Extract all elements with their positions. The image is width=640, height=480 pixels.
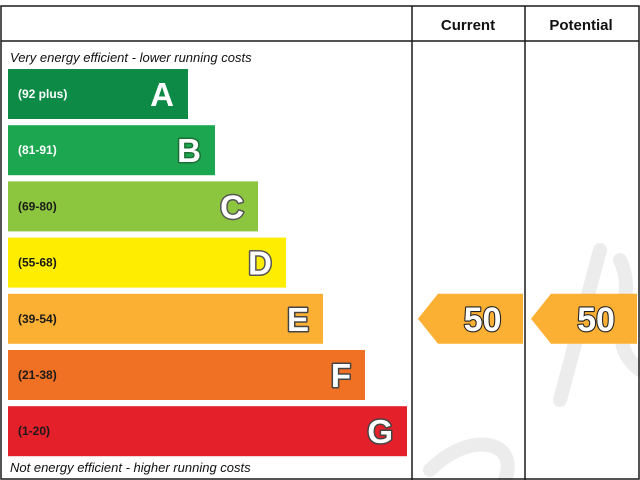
band-range-label: (21-38) xyxy=(18,368,57,382)
column-header-current: Current xyxy=(441,17,495,34)
band-range-label: (69-80) xyxy=(18,199,57,213)
band-letter: A xyxy=(150,76,174,113)
band-bar-f xyxy=(8,350,365,400)
band-range-label: (39-54) xyxy=(18,312,57,326)
band-bar-c xyxy=(8,181,258,232)
band-c: (69-80) C xyxy=(8,181,258,232)
band-letter: C xyxy=(220,188,244,225)
band-bar-b xyxy=(8,125,215,176)
band-range-label: (92 plus) xyxy=(18,87,67,101)
potential-rating: 50 xyxy=(531,293,637,344)
watermark xyxy=(423,243,640,480)
band-bar-d xyxy=(8,237,286,288)
band-letter: D xyxy=(248,245,272,282)
potential-rating-value: 50 xyxy=(577,301,615,339)
column-header-potential: Potential xyxy=(549,17,612,34)
band-bar-a xyxy=(8,69,188,119)
current-rating: 50 xyxy=(418,293,523,344)
band-range-label: (1-20) xyxy=(18,424,50,438)
band-e: (39-54) E xyxy=(8,293,323,344)
rating-bands: (92 plus) A (81-91) B (69-80) C (55-68) D (39-54… xyxy=(8,69,407,457)
band-bar-g xyxy=(8,406,407,457)
band-range-label: (81-91) xyxy=(18,143,57,157)
current-rating-value: 50 xyxy=(464,301,502,339)
top-caption: Very energy efficient - lower running co… xyxy=(10,50,252,65)
chart-frame xyxy=(0,5,640,480)
band-range-label: (55-68) xyxy=(18,256,57,270)
band-g: (1-20) G xyxy=(8,406,407,457)
current-rating-arrow xyxy=(418,293,523,344)
rating-markers: 50 50 xyxy=(418,293,637,344)
band-a: (92 plus) A xyxy=(8,69,188,119)
band-b: (81-91) B xyxy=(8,125,215,176)
band-letter: E xyxy=(287,301,309,338)
band-letter: G xyxy=(367,413,393,450)
band-bar-e xyxy=(8,293,323,344)
bottom-caption: Not energy efficient - higher running co… xyxy=(10,460,251,475)
band-d: (55-68) D xyxy=(8,237,286,288)
potential-rating-arrow xyxy=(531,293,637,344)
band-letter: B xyxy=(177,132,201,169)
band-letter: F xyxy=(331,357,351,394)
band-f: (21-38) F xyxy=(8,350,365,400)
